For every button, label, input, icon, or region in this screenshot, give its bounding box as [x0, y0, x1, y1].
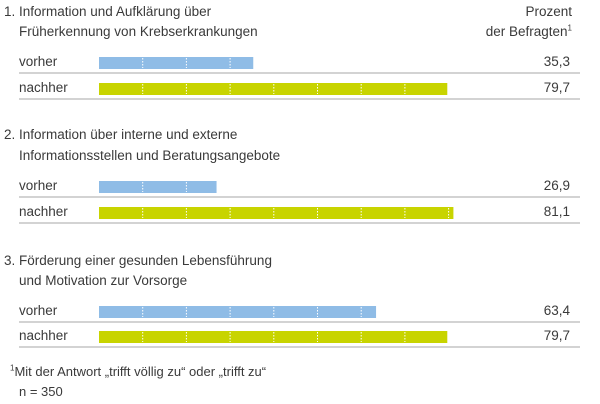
- bar-g2-nachher: [99, 207, 454, 219]
- row-label-g1-vorher: vorher: [19, 54, 58, 69]
- column-header-line1: Prozent: [525, 4, 572, 19]
- bar-g3-vorher: [99, 306, 377, 318]
- row-label-g3-nachher: nachher: [19, 328, 68, 343]
- group-2-title-line1: 2. Information über interne und externe: [4, 127, 238, 142]
- group-1-title-line1: 1. Information und Aufklärung über: [4, 4, 212, 19]
- row-value-g1-nachher: 79,7: [543, 80, 570, 95]
- row-value-g1-vorher: 35,3: [543, 54, 570, 69]
- sample-size: n = 350: [19, 384, 63, 399]
- bar-g1-nachher: [99, 83, 448, 95]
- row-value-g2-vorher: 26,9: [543, 178, 570, 193]
- footnote-marker: 1: [10, 363, 15, 373]
- row-label-g1-nachher: nachher: [19, 80, 68, 95]
- row-label-g2-nachher: nachher: [19, 204, 68, 219]
- row-value-g3-vorher: 63,4: [543, 303, 570, 318]
- footnote-text: Mit der Antwort „trifft völlig zu“ oder …: [14, 364, 267, 379]
- group-3-title-line2: und Motivation zur Vorsorge: [19, 273, 188, 288]
- bar-g1-vorher: [99, 57, 254, 69]
- column-header-line2: der Befragten: [485, 24, 568, 39]
- column-header: Prozent der Befragten1: [486, 4, 572, 40]
- bar-g3-nachher: [99, 331, 448, 343]
- group-2-title-line2: Informationsstellen und Beratungsangebot…: [19, 148, 281, 163]
- row-label-g2-vorher: vorher: [19, 178, 58, 193]
- row-value-g3-nachher: 79,7: [543, 328, 570, 343]
- row-value-g2-nachher: 81,1: [543, 204, 570, 219]
- group-1-title-line2: Früherkennung von Krebserkrankungen: [19, 24, 258, 39]
- column-header-footnote-marker: 1: [567, 23, 572, 33]
- row-label-g3-vorher: vorher: [19, 303, 58, 318]
- footnote: 1Mit der Antwort „trifft völlig zu“ oder…: [10, 364, 266, 380]
- group-3-title-line1: 3. Förderung einer gesunden Lebensführun…: [4, 253, 272, 268]
- bar-g2-vorher: [99, 181, 217, 193]
